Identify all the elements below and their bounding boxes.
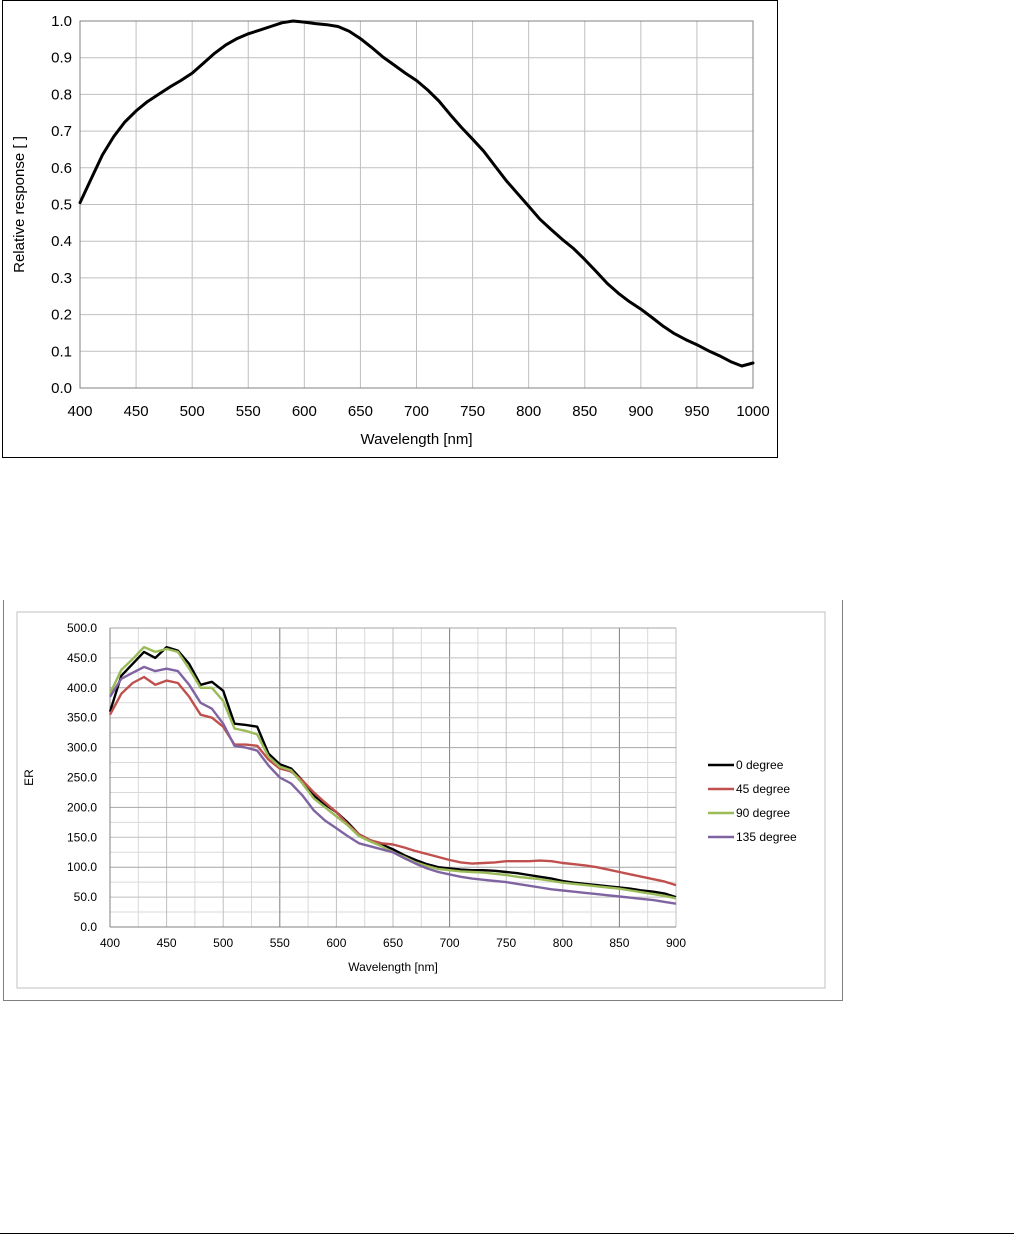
x-axis-label: Wavelength [nm] bbox=[361, 431, 473, 448]
x-tick-label: 950 bbox=[684, 403, 709, 420]
x-tick-label: 700 bbox=[404, 403, 429, 420]
y-axis-label: ER bbox=[22, 769, 36, 786]
page-footer-rule bbox=[0, 1233, 1014, 1234]
x-tick-label: 800 bbox=[553, 936, 573, 950]
y-tick-label: 1.0 bbox=[51, 13, 72, 30]
y-tick-label: 0.9 bbox=[51, 50, 72, 67]
x-tick-label: 650 bbox=[383, 936, 403, 950]
x-tick-label: 450 bbox=[157, 936, 177, 950]
x-tick-label: 850 bbox=[572, 403, 597, 420]
x-tick-label: 450 bbox=[124, 403, 149, 420]
legend-label: 45 degree bbox=[736, 782, 790, 796]
x-axis-label: Wavelength [nm] bbox=[348, 960, 438, 974]
y-tick-label: 0.2 bbox=[51, 307, 72, 324]
plot-area bbox=[79, 20, 754, 389]
y-tick-label: 0.0 bbox=[80, 920, 97, 934]
series-line-3 bbox=[108, 665, 677, 905]
legend-label: 135 degree bbox=[736, 830, 797, 844]
x-tick-label: 850 bbox=[609, 936, 629, 950]
y-axis-label: Relative response [ ] bbox=[11, 136, 28, 273]
y-tick-label: 0.8 bbox=[51, 86, 72, 103]
y-tick-label: 0.7 bbox=[51, 123, 72, 140]
y-tick-label: 350.0 bbox=[67, 711, 97, 725]
legend-label: 90 degree bbox=[736, 806, 790, 820]
x-tick-label: 750 bbox=[460, 403, 485, 420]
y-tick-label: 0.6 bbox=[51, 160, 72, 177]
x-tick-label: 900 bbox=[666, 936, 686, 950]
relative-response-chart-svg: 400 450 500 550 600 650 700 750 800 850 900 950 1000… bbox=[11, 13, 770, 448]
y-tick-label: 0.1 bbox=[51, 343, 72, 360]
x-tick-label: 500 bbox=[213, 936, 233, 950]
relative-response-chart: 400 450 500 550 600 650 700 750 800 850 900 950 1000… bbox=[2, 0, 778, 458]
x-tick-label: 600 bbox=[292, 403, 317, 420]
x-tick-label: 900 bbox=[628, 403, 653, 420]
x-tick-label: 1000 bbox=[736, 403, 769, 420]
x-tick-label: 600 bbox=[326, 936, 346, 950]
series-line-1 bbox=[108, 675, 677, 887]
y-tick-label: 0.0 bbox=[51, 380, 72, 397]
x-tick-label: 550 bbox=[236, 403, 261, 420]
x-tick-label: 400 bbox=[100, 936, 120, 950]
y-tick-label: 0.5 bbox=[51, 197, 72, 214]
y-tick-label: 50.0 bbox=[74, 890, 98, 904]
er-chart-svg: 400 450 500 550 600 650 700 750 800 850 900 0.0 50.0… bbox=[16, 611, 826, 989]
x-tick-label: 750 bbox=[496, 936, 516, 950]
chart-area-border bbox=[16, 611, 826, 989]
y-tick-label: 300.0 bbox=[67, 741, 97, 755]
er-chart: 400 450 500 550 600 650 700 750 800 850 900 0.0 50.0… bbox=[3, 600, 843, 1001]
y-tick-label: 500.0 bbox=[67, 621, 97, 635]
y-tick-label: 100.0 bbox=[67, 860, 97, 874]
y-tick-label: 250.0 bbox=[67, 771, 97, 785]
x-tick-label: 800 bbox=[516, 403, 541, 420]
y-tick-label: 200.0 bbox=[67, 800, 97, 814]
x-tick-label: 700 bbox=[440, 936, 460, 950]
x-tick-label: 650 bbox=[348, 403, 373, 420]
x-tick-label: 500 bbox=[180, 403, 205, 420]
series-line bbox=[78, 19, 755, 368]
legend-label: 0 degree bbox=[736, 758, 784, 772]
y-tick-label: 0.4 bbox=[51, 233, 72, 250]
y-tick-label: 450.0 bbox=[67, 651, 97, 665]
x-tick-label: 550 bbox=[270, 936, 290, 950]
y-tick-label: 0.3 bbox=[51, 270, 72, 287]
x-tick-label: 400 bbox=[67, 403, 92, 420]
y-tick-label: 400.0 bbox=[67, 681, 97, 695]
y-tick-label: 150.0 bbox=[67, 830, 97, 844]
